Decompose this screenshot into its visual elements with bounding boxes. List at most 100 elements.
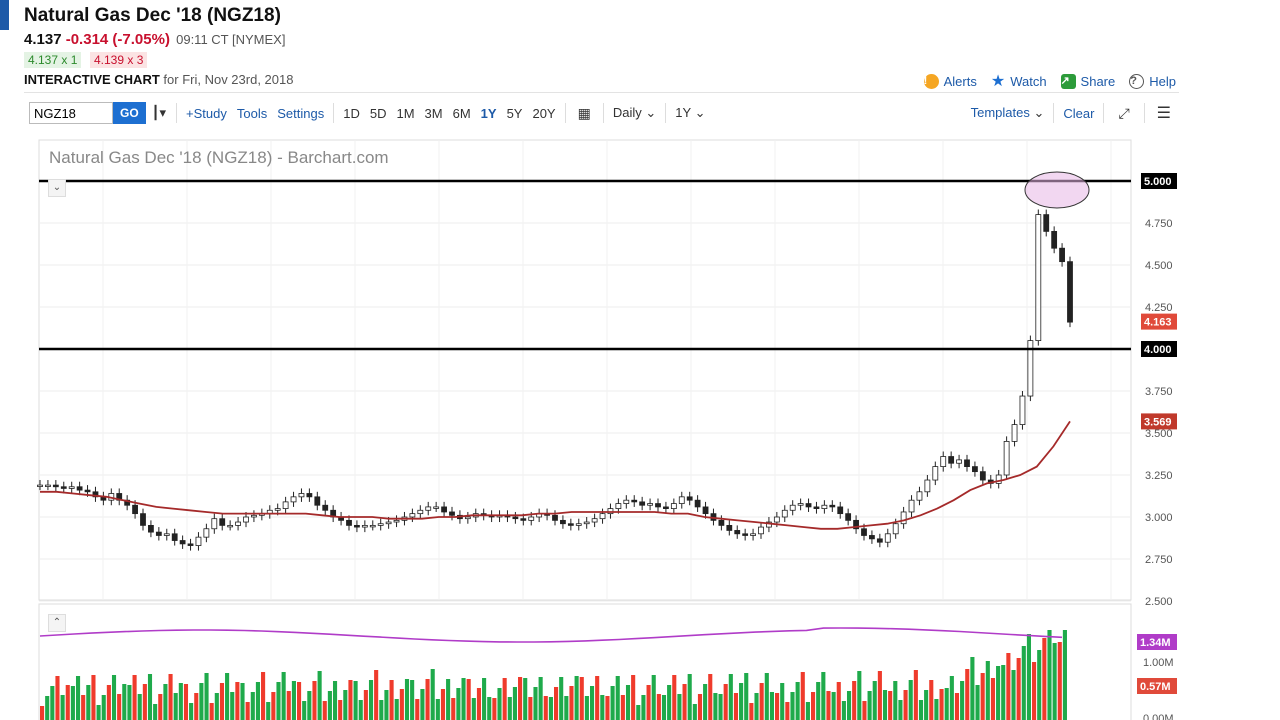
candle	[409, 513, 416, 518]
volume-bar	[564, 696, 569, 720]
volume-bar	[173, 693, 178, 720]
share-link[interactable]: ↗ Share	[1060, 73, 1115, 89]
volume-bar	[852, 681, 857, 720]
candle-type-icon[interactable]: ┃▾	[151, 105, 167, 120]
candle	[464, 516, 471, 520]
volume-bar	[1011, 670, 1016, 720]
menu-icon[interactable]: ☰	[1156, 105, 1171, 122]
clear-button[interactable]: Clear	[1063, 105, 1095, 121]
candle	[314, 496, 321, 506]
volume-bar	[111, 675, 117, 720]
candle	[900, 511, 907, 525]
candle	[393, 519, 400, 523]
period-5y[interactable]: 5Y	[506, 105, 523, 121]
price-tag	[1141, 413, 1177, 430]
period-20y[interactable]: 20Y	[532, 105, 556, 121]
volume-bar	[1032, 662, 1037, 720]
interactive-chart-label: INTERACTIVE CHART	[24, 72, 160, 87]
alerts-link[interactable]: ! Alerts	[923, 73, 977, 89]
candle	[1067, 261, 1073, 323]
volume-bar	[867, 691, 872, 720]
symbol-input[interactable]	[29, 102, 113, 124]
expand-icon[interactable]: ⤢	[1118, 104, 1130, 121]
volume-bar	[86, 685, 91, 720]
period-3m[interactable]: 3M	[424, 105, 443, 121]
period-1y[interactable]: 1Y	[480, 105, 497, 121]
volume-bar	[1001, 665, 1006, 720]
settings-button[interactable]: Settings	[277, 105, 325, 121]
candle	[92, 491, 99, 498]
volume-bar	[55, 676, 60, 720]
candle	[884, 533, 891, 543]
volume-bar	[713, 693, 718, 720]
volume-bar	[343, 690, 348, 720]
candle	[480, 513, 487, 516]
volume-bar	[908, 680, 913, 720]
candle	[655, 503, 661, 508]
candle	[163, 533, 170, 536]
candle	[377, 523, 384, 526]
volume-bar	[358, 700, 363, 720]
volume-bar	[636, 705, 641, 720]
candle	[441, 506, 447, 513]
candle	[68, 486, 75, 489]
candle	[956, 459, 962, 464]
volume-bar	[291, 681, 296, 720]
candle	[84, 489, 91, 493]
volume-bar	[1042, 638, 1047, 720]
chevron-down-icon: ⌄	[694, 105, 706, 120]
volume-bar	[985, 661, 990, 720]
chart-toolbar: GO ┃▾ +Study Tools Settings 1D 5D 1M 3M …	[24, 98, 1179, 128]
volume-bar	[805, 702, 810, 720]
grid	[39, 140, 1131, 602]
candle	[766, 521, 772, 528]
candle	[124, 499, 131, 506]
candle	[773, 516, 780, 523]
volume-bar	[620, 695, 625, 720]
tools-button[interactable]: Tools	[236, 105, 268, 121]
collapse-chevron-icon[interactable]: ⌄	[48, 179, 66, 197]
volume-bar	[559, 677, 564, 720]
volume-bar	[646, 685, 651, 720]
volume-bar	[918, 700, 924, 720]
volume-bar	[96, 705, 101, 720]
period-6m[interactable]: 6M	[452, 105, 471, 121]
interval-select[interactable]: Daily ⌄	[613, 105, 656, 121]
candle	[369, 525, 376, 528]
go-button[interactable]: GO	[113, 102, 146, 124]
volume-bar	[214, 693, 219, 720]
volume-bar	[1057, 642, 1062, 720]
volume-bar	[723, 684, 728, 720]
candle	[536, 513, 543, 518]
volume-bar	[744, 673, 749, 720]
candle	[710, 513, 717, 521]
volume-bar	[903, 690, 908, 720]
period-5d[interactable]: 5D	[369, 105, 387, 121]
period-1m[interactable]: 1M	[396, 105, 415, 121]
range-select[interactable]: 1Y ⌄	[675, 105, 705, 121]
study-button[interactable]: +Study	[186, 105, 227, 121]
volume-bar	[728, 674, 733, 720]
candle	[108, 493, 115, 501]
watch-link[interactable]: ★ Watch	[991, 71, 1047, 91]
volume-bar	[189, 703, 194, 720]
volume-bar	[929, 680, 934, 720]
volume-bar	[137, 694, 142, 720]
templates-button[interactable]: Templates ⌄	[971, 105, 1045, 121]
volume-bar	[677, 694, 682, 720]
expand-chevron-icon[interactable]: ⌃	[48, 614, 66, 632]
volume-bar	[317, 671, 322, 720]
help-link[interactable]: ? Help	[1129, 73, 1176, 89]
candle	[615, 503, 622, 509]
candle	[60, 486, 67, 489]
interval-value: Daily	[612, 105, 642, 120]
candle	[892, 523, 899, 535]
period-1d[interactable]: 1D	[343, 105, 360, 121]
candle	[1027, 340, 1034, 397]
candle	[995, 474, 1002, 484]
volume-axis: 1.34M 0.57M 1.00M 0.00M	[1137, 634, 1177, 720]
candle	[45, 484, 51, 487]
watch-label: Watch	[1010, 73, 1047, 89]
alerts-label: Alerts	[943, 73, 977, 89]
calendar-icon[interactable]: ▦	[577, 104, 591, 121]
